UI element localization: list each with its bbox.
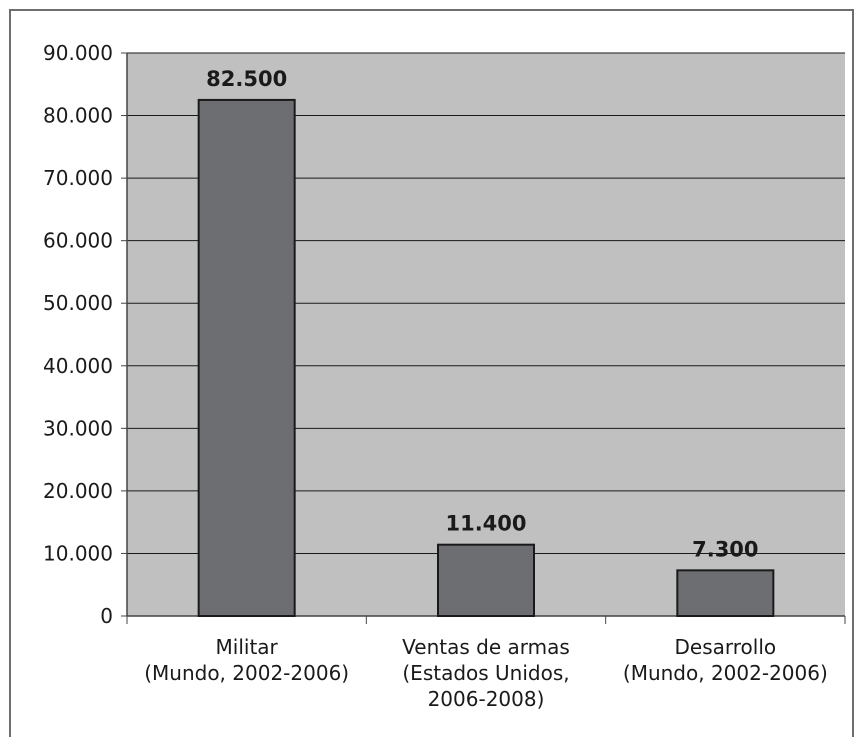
x-category-label-line: (Mundo, 2002-2006) — [144, 661, 349, 685]
x-category-label: Ventas de armas (Estados Unidos, 2006-2008… — [402, 635, 570, 711]
y-tick-label: 50.000 — [43, 291, 113, 315]
y-tick-label: 80.000 — [43, 104, 113, 128]
x-category-label: Militar (Mundo, 2002-2006) — [144, 635, 349, 685]
bar — [676, 569, 775, 618]
x-category-label: Desarrollo (Mundo, 2002-2006) — [623, 635, 828, 685]
x-category-label-line: Militar — [216, 635, 279, 659]
y-tick-label: 40.000 — [43, 354, 113, 378]
data-label: 7.300 — [692, 537, 758, 561]
y-tick-label: 0 — [100, 604, 113, 628]
bar — [197, 98, 296, 617]
x-category-label-line: Desarrollo — [675, 635, 777, 659]
y-tick-label: 10.000 — [43, 541, 113, 565]
y-tick-label: 60.000 — [43, 229, 113, 253]
y-tick-label: 30.000 — [43, 416, 113, 440]
data-label: 11.400 — [445, 512, 526, 536]
x-category-label-line: (Estados Unidos, — [402, 661, 569, 685]
y-tick-label: 20.000 — [43, 479, 113, 503]
bar — [437, 543, 535, 617]
y-tick-label: 90.000 — [43, 41, 113, 65]
y-tick-label: 70.000 — [43, 166, 113, 190]
x-category-label-line: (Mundo, 2002-2006) — [623, 661, 828, 685]
data-label: 82.500 — [206, 67, 287, 91]
x-category-label-line: 2006-2008) — [428, 687, 545, 711]
x-category-label-line: Ventas de armas — [402, 635, 570, 659]
